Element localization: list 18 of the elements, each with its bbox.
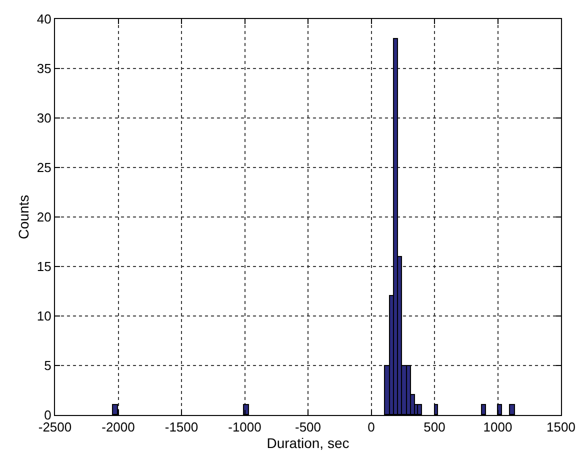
x-tick-label: -1500 xyxy=(164,420,198,435)
x-axis-title: Duration, sec xyxy=(266,434,350,451)
y-tick-label: 10 xyxy=(36,308,52,324)
x-tick-label: -1000 xyxy=(228,420,262,435)
x-tick-label: 500 xyxy=(424,420,446,435)
y-tick-label: 25 xyxy=(36,160,52,176)
x-tick-label: 0 xyxy=(368,420,375,435)
x-tick-label: 1500 xyxy=(546,420,576,435)
y-axis-title: Counts xyxy=(16,194,32,240)
y-tick-label: 40 xyxy=(36,12,52,27)
x-tick-label: -2000 xyxy=(102,420,135,435)
y-tick-label: 15 xyxy=(36,259,52,274)
y-tick-label: 5 xyxy=(44,358,52,374)
x-tick-label: 1000 xyxy=(483,420,512,435)
y-tick-label: 20 xyxy=(36,210,52,225)
x-tick-label: -500 xyxy=(294,420,322,435)
y-tick-label: 35 xyxy=(36,61,52,76)
y-tick-label: 30 xyxy=(36,110,52,126)
